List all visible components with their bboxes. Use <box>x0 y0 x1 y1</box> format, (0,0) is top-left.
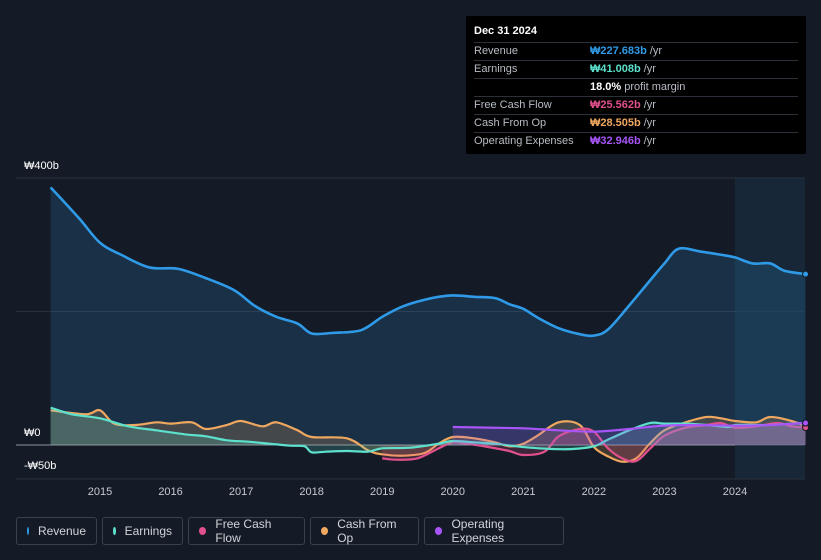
x-tick-label: 2017 <box>229 486 253 498</box>
y-tick-label-top: ₩400b <box>24 160 59 172</box>
tooltip-value: ₩28.505b <box>590 117 641 129</box>
tooltip-row-profit-margin: 18.0% profit margin <box>474 79 798 97</box>
legend-label: Free Cash Flow <box>215 517 272 545</box>
series-area-revenue <box>50 187 806 445</box>
tooltip-row-operating-expenses: Operating Expenses ₩32.946b /yr <box>474 133 798 150</box>
legend-item-cash-from-op[interactable]: Cash From Op <box>310 517 419 545</box>
series-line-cash-from-op <box>50 408 806 463</box>
series-line-free-cash-flow <box>382 421 806 463</box>
legend-dot-icon <box>435 527 443 535</box>
series-area-free-cash-flow <box>382 422 806 462</box>
tooltip-unit: /yr <box>643 99 656 111</box>
endpoint-operating-expenses <box>802 419 810 427</box>
tooltip-value: ₩25.562b <box>590 99 641 111</box>
tooltip-unit: /yr <box>643 117 656 129</box>
tooltip-label <box>474 79 590 96</box>
tooltip-value: 18.0% <box>590 81 622 93</box>
tooltip-label: Operating Expenses <box>474 135 574 147</box>
tooltip-value: ₩41.008b <box>590 63 641 75</box>
tooltip-date: Dec 31 2024 <box>474 22 798 43</box>
tooltip-unit: profit margin <box>624 81 686 93</box>
tooltip-row-revenue: Revenue ₩227.683b /yr <box>474 43 798 61</box>
legend-dot-icon <box>199 527 207 535</box>
tooltip-value: ₩227.683b <box>590 45 647 57</box>
tooltip-unit: /yr <box>643 63 656 75</box>
legend-label: Cash From Op <box>337 517 397 545</box>
tooltip-unit: /yr <box>649 45 663 57</box>
series-line-revenue <box>49 186 806 338</box>
legend-item-free-cash-flow[interactable]: Free Cash Flow <box>188 517 305 545</box>
tooltip-label: Earnings <box>474 63 518 75</box>
x-axis: 2015 2016 2017 2018 2019 2020 2021 2022 2023 2024 <box>88 486 747 498</box>
x-tick-label: 2019 <box>370 486 394 498</box>
legend-item-operating-expenses[interactable]: Operating Expenses <box>424 517 564 545</box>
tooltip-value: ₩32.946b <box>590 135 641 147</box>
tooltip-row-cash-from-op: Cash From Op ₩28.505b /yr <box>474 115 798 133</box>
legend-item-earnings[interactable]: Earnings <box>102 517 183 545</box>
tooltip-label: Cash From Op <box>474 117 547 129</box>
tooltip-panel: Dec 31 2024 Revenue ₩227.683b /yr Earnin… <box>466 16 806 154</box>
grid-layer <box>16 177 805 480</box>
x-tick-label: 2024 <box>723 486 747 498</box>
legend-label: Earnings <box>124 524 172 538</box>
tooltip-unit: /yr <box>643 135 656 147</box>
x-tick-label: 2016 <box>158 486 182 498</box>
legend-dot-icon <box>321 527 329 535</box>
tooltip-label: Free Cash Flow <box>474 99 552 111</box>
x-tick-label: 2020 <box>441 486 465 498</box>
legend-label: Revenue <box>37 524 86 538</box>
endpoint-markers <box>802 270 810 432</box>
tooltip-row-earnings: Earnings ₩41.008b /yr <box>474 61 798 79</box>
series-area-cash-from-op <box>50 410 806 462</box>
series-line-operating-expenses <box>452 421 806 433</box>
legend-item-revenue[interactable]: Revenue <box>16 517 97 545</box>
legend-label: Operating Expenses <box>451 517 505 545</box>
highlight-band <box>735 178 805 479</box>
tooltip-row-free-cash-flow: Free Cash Flow ₩25.562b /yr <box>474 97 798 115</box>
x-tick-label: 2021 <box>511 486 535 498</box>
series-layer <box>49 186 806 463</box>
x-tick-label: 2015 <box>88 486 112 498</box>
y-tick-label-bottom: -₩50b <box>24 460 57 473</box>
endpoint-revenue <box>802 270 810 278</box>
tooltip-label: Revenue <box>474 45 519 57</box>
legend-dot-icon <box>27 527 29 535</box>
legend-dot-icon <box>113 527 116 535</box>
x-tick-label: 2018 <box>299 486 323 498</box>
x-tick-label: 2022 <box>582 486 606 498</box>
y-tick-label-zero: ₩0 <box>24 427 41 439</box>
series-area-operating-expenses <box>452 422 806 445</box>
x-tick-label: 2023 <box>652 486 676 498</box>
